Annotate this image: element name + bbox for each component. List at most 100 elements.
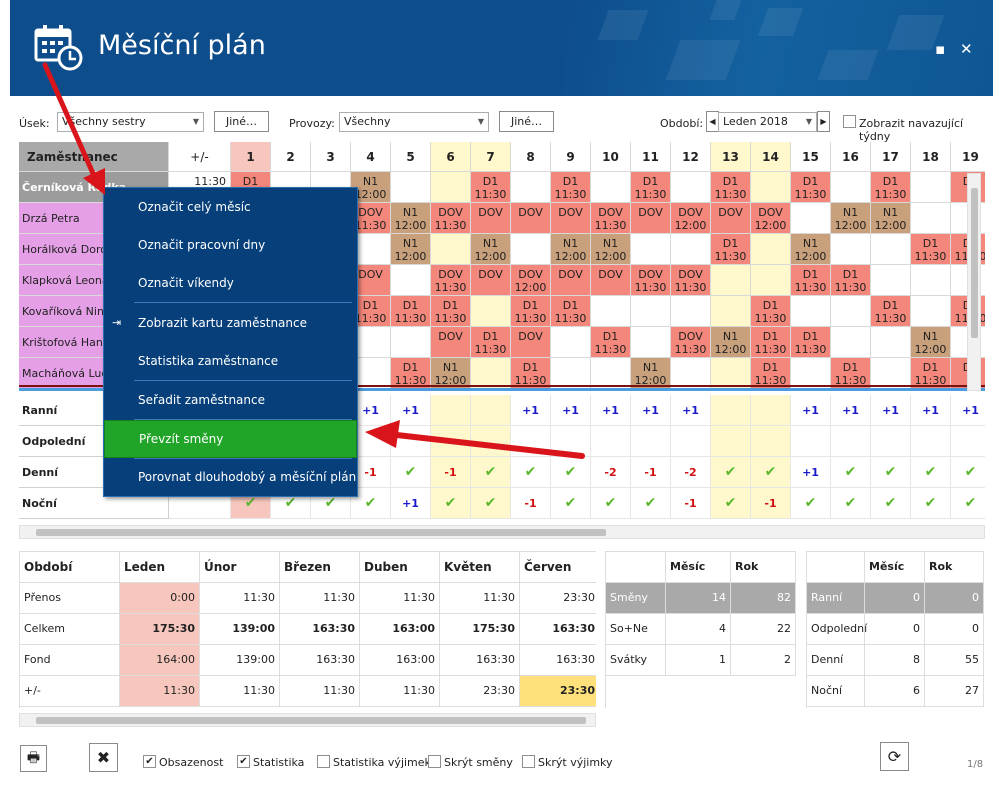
shift-cell[interactable]: DOV 12:00 xyxy=(511,265,551,296)
maximize-icon[interactable]: ▪ xyxy=(935,40,946,58)
menu-item-0[interactable]: Označit celý měsíc xyxy=(104,189,357,227)
shift-cell[interactable] xyxy=(631,296,671,327)
obdobi-dropdown[interactable]: Leden 2018 ▼ xyxy=(718,112,817,132)
shift-cell[interactable] xyxy=(831,296,871,327)
shift-cell[interactable]: N1 12:00 xyxy=(591,234,631,265)
shift-cell[interactable]: DOV xyxy=(711,203,751,234)
shift-cell[interactable]: DOV xyxy=(551,203,591,234)
header-day[interactable]: 10 xyxy=(591,142,631,172)
shift-cell[interactable] xyxy=(391,327,431,358)
shift-cell[interactable]: DOV xyxy=(591,265,631,296)
refresh-icon[interactable]: ⟳ xyxy=(880,742,909,771)
shift-cell[interactable] xyxy=(871,327,911,358)
grid-vertical-scrollbar[interactable] xyxy=(967,173,981,391)
header-day[interactable]: 11 xyxy=(631,142,671,172)
shift-cell[interactable] xyxy=(871,234,911,265)
shift-cell[interactable] xyxy=(591,172,631,203)
next-period-button[interactable]: ▶ xyxy=(817,111,830,132)
shift-cell[interactable] xyxy=(671,234,711,265)
shift-cell[interactable] xyxy=(431,172,471,203)
shift-cell[interactable] xyxy=(751,172,791,203)
usek-other-button[interactable]: Jiné… xyxy=(214,111,269,132)
shift-cell[interactable]: N1 12:00 xyxy=(391,203,431,234)
shift-cell[interactable] xyxy=(551,327,591,358)
shift-cell[interactable] xyxy=(831,172,871,203)
header-diff[interactable]: +/- xyxy=(169,142,231,172)
shift-cell[interactable]: DOV 11:30 xyxy=(671,327,711,358)
shift-cell[interactable] xyxy=(711,265,751,296)
menu-item-3[interactable]: ⇥ Zobrazit kartu zaměstnance xyxy=(104,305,357,343)
tools-icon[interactable]: ✖ xyxy=(89,743,118,772)
shift-cell[interactable] xyxy=(871,358,911,389)
shift-cell[interactable]: N1 12:00 xyxy=(791,234,831,265)
shift-cell[interactable] xyxy=(391,172,431,203)
print-icon[interactable]: 🖶 xyxy=(20,745,47,772)
shift-cell[interactable] xyxy=(511,172,551,203)
shift-cell[interactable]: DOV 11:30 xyxy=(631,265,671,296)
navazujici-checkbox[interactable] xyxy=(843,115,856,128)
shift-cell[interactable] xyxy=(751,265,791,296)
shift-cell[interactable]: N1 12:00 xyxy=(711,327,751,358)
shift-cell[interactable]: DOV 11:30 xyxy=(591,203,631,234)
shift-cell[interactable]: N1 12:00 xyxy=(871,203,911,234)
shift-cell[interactable] xyxy=(871,265,911,296)
shift-cell[interactable]: N1 12:00 xyxy=(911,327,951,358)
shift-cell[interactable] xyxy=(911,265,951,296)
shift-cell[interactable] xyxy=(711,358,751,389)
skryt-vyjimky-checkbox[interactable] xyxy=(522,755,535,768)
skryt-smeny-checkbox[interactable] xyxy=(428,755,441,768)
header-day[interactable]: 14 xyxy=(751,142,791,172)
header-day[interactable]: 4 xyxy=(351,142,391,172)
shift-cell[interactable] xyxy=(591,296,631,327)
header-day[interactable]: 7 xyxy=(471,142,511,172)
obsazenost-checkbox[interactable]: ✔ xyxy=(143,755,156,768)
statistika-checkbox[interactable]: ✔ xyxy=(237,755,250,768)
shift-cell[interactable] xyxy=(671,172,711,203)
header-day[interactable]: 13 xyxy=(711,142,751,172)
header-day[interactable]: 17 xyxy=(871,142,911,172)
header-day[interactable]: 19 xyxy=(951,142,985,172)
header-day[interactable]: 9 xyxy=(551,142,591,172)
shift-cell[interactable] xyxy=(911,203,951,234)
shift-cell[interactable] xyxy=(831,327,871,358)
shift-cell[interactable]: DOV xyxy=(631,203,671,234)
shift-cell[interactable]: DOV xyxy=(471,265,511,296)
shift-cell[interactable] xyxy=(791,203,831,234)
shift-cell[interactable] xyxy=(791,296,831,327)
usek-dropdown[interactable]: Všechny sestry ▼ xyxy=(57,112,204,132)
shift-cell[interactable]: DOV 11:30 xyxy=(431,203,471,234)
shift-cell[interactable] xyxy=(631,234,671,265)
shift-cell[interactable]: N1 12:00 xyxy=(551,234,591,265)
header-employee[interactable]: Zaměstnanec xyxy=(19,142,169,172)
shift-cell[interactable]: DOV 12:00 xyxy=(751,203,791,234)
shift-cell[interactable] xyxy=(911,296,951,327)
close-icon[interactable]: ✕ xyxy=(960,40,973,58)
header-day[interactable]: 12 xyxy=(671,142,711,172)
header-day[interactable]: 6 xyxy=(431,142,471,172)
header-day[interactable]: 8 xyxy=(511,142,551,172)
shift-cell[interactable]: DOV xyxy=(551,265,591,296)
menu-item-4[interactable]: Statistika zaměstnance xyxy=(104,343,357,381)
menu-item-1[interactable]: Označit pracovní dny xyxy=(104,227,357,265)
header-day[interactable]: 3 xyxy=(311,142,351,172)
grid-horizontal-scrollbar[interactable] xyxy=(19,525,985,539)
menu-item-5[interactable]: Seřadit zaměstnance xyxy=(104,382,357,420)
shift-cell[interactable]: N1 12:00 xyxy=(831,203,871,234)
header-day[interactable]: 15 xyxy=(791,142,831,172)
